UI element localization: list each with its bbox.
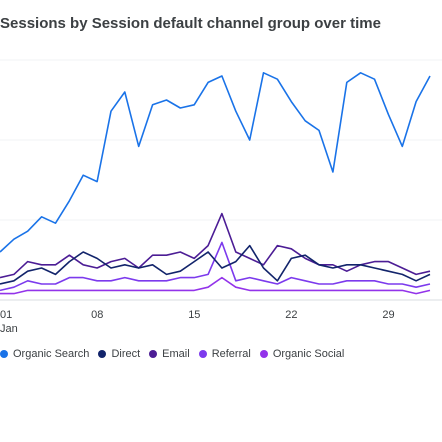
x-tick-label: 15 <box>188 309 201 321</box>
legend-label: Email <box>162 348 190 360</box>
chart-series-lines <box>0 72 431 295</box>
legend-dot-icon <box>198 350 207 358</box>
series-line-organic-search <box>0 72 431 253</box>
legend-label: Direct <box>111 348 141 360</box>
series-line-direct <box>0 244 431 285</box>
x-tick-label: 08 <box>91 309 104 321</box>
x-tick-label: 29 <box>382 309 395 321</box>
legend-item[interactable]: Direct <box>98 348 140 360</box>
chart-grid <box>0 59 442 301</box>
legend-label: Organic Social <box>272 348 345 360</box>
legend-item[interactable]: Email <box>149 348 190 360</box>
series-line-organic-social <box>0 276 431 295</box>
legend-dot-icon <box>98 350 107 358</box>
x-axis-month: Jan <box>0 323 18 335</box>
x-tick-label: 22 <box>285 309 298 321</box>
chart-title: Sessions by Session default channel grou… <box>0 15 381 32</box>
chart-legend: Organic Search Direct Email Referral Organic… <box>0 348 344 360</box>
x-tick-label: 01 <box>0 309 13 321</box>
legend-item[interactable]: Organic Search <box>0 348 89 360</box>
legend-item[interactable]: Organic Social <box>259 348 345 360</box>
legend-dot-icon <box>259 350 268 358</box>
legend-dot-icon <box>0 350 8 358</box>
legend-item[interactable]: Referral <box>198 348 251 360</box>
series-line-email <box>0 212 431 279</box>
legend-label: Referral <box>211 348 251 360</box>
legend-dot-icon <box>149 350 158 358</box>
legend-label: Organic Search <box>13 348 90 360</box>
line-chart <box>0 59 442 301</box>
series-line-referral <box>0 241 431 292</box>
